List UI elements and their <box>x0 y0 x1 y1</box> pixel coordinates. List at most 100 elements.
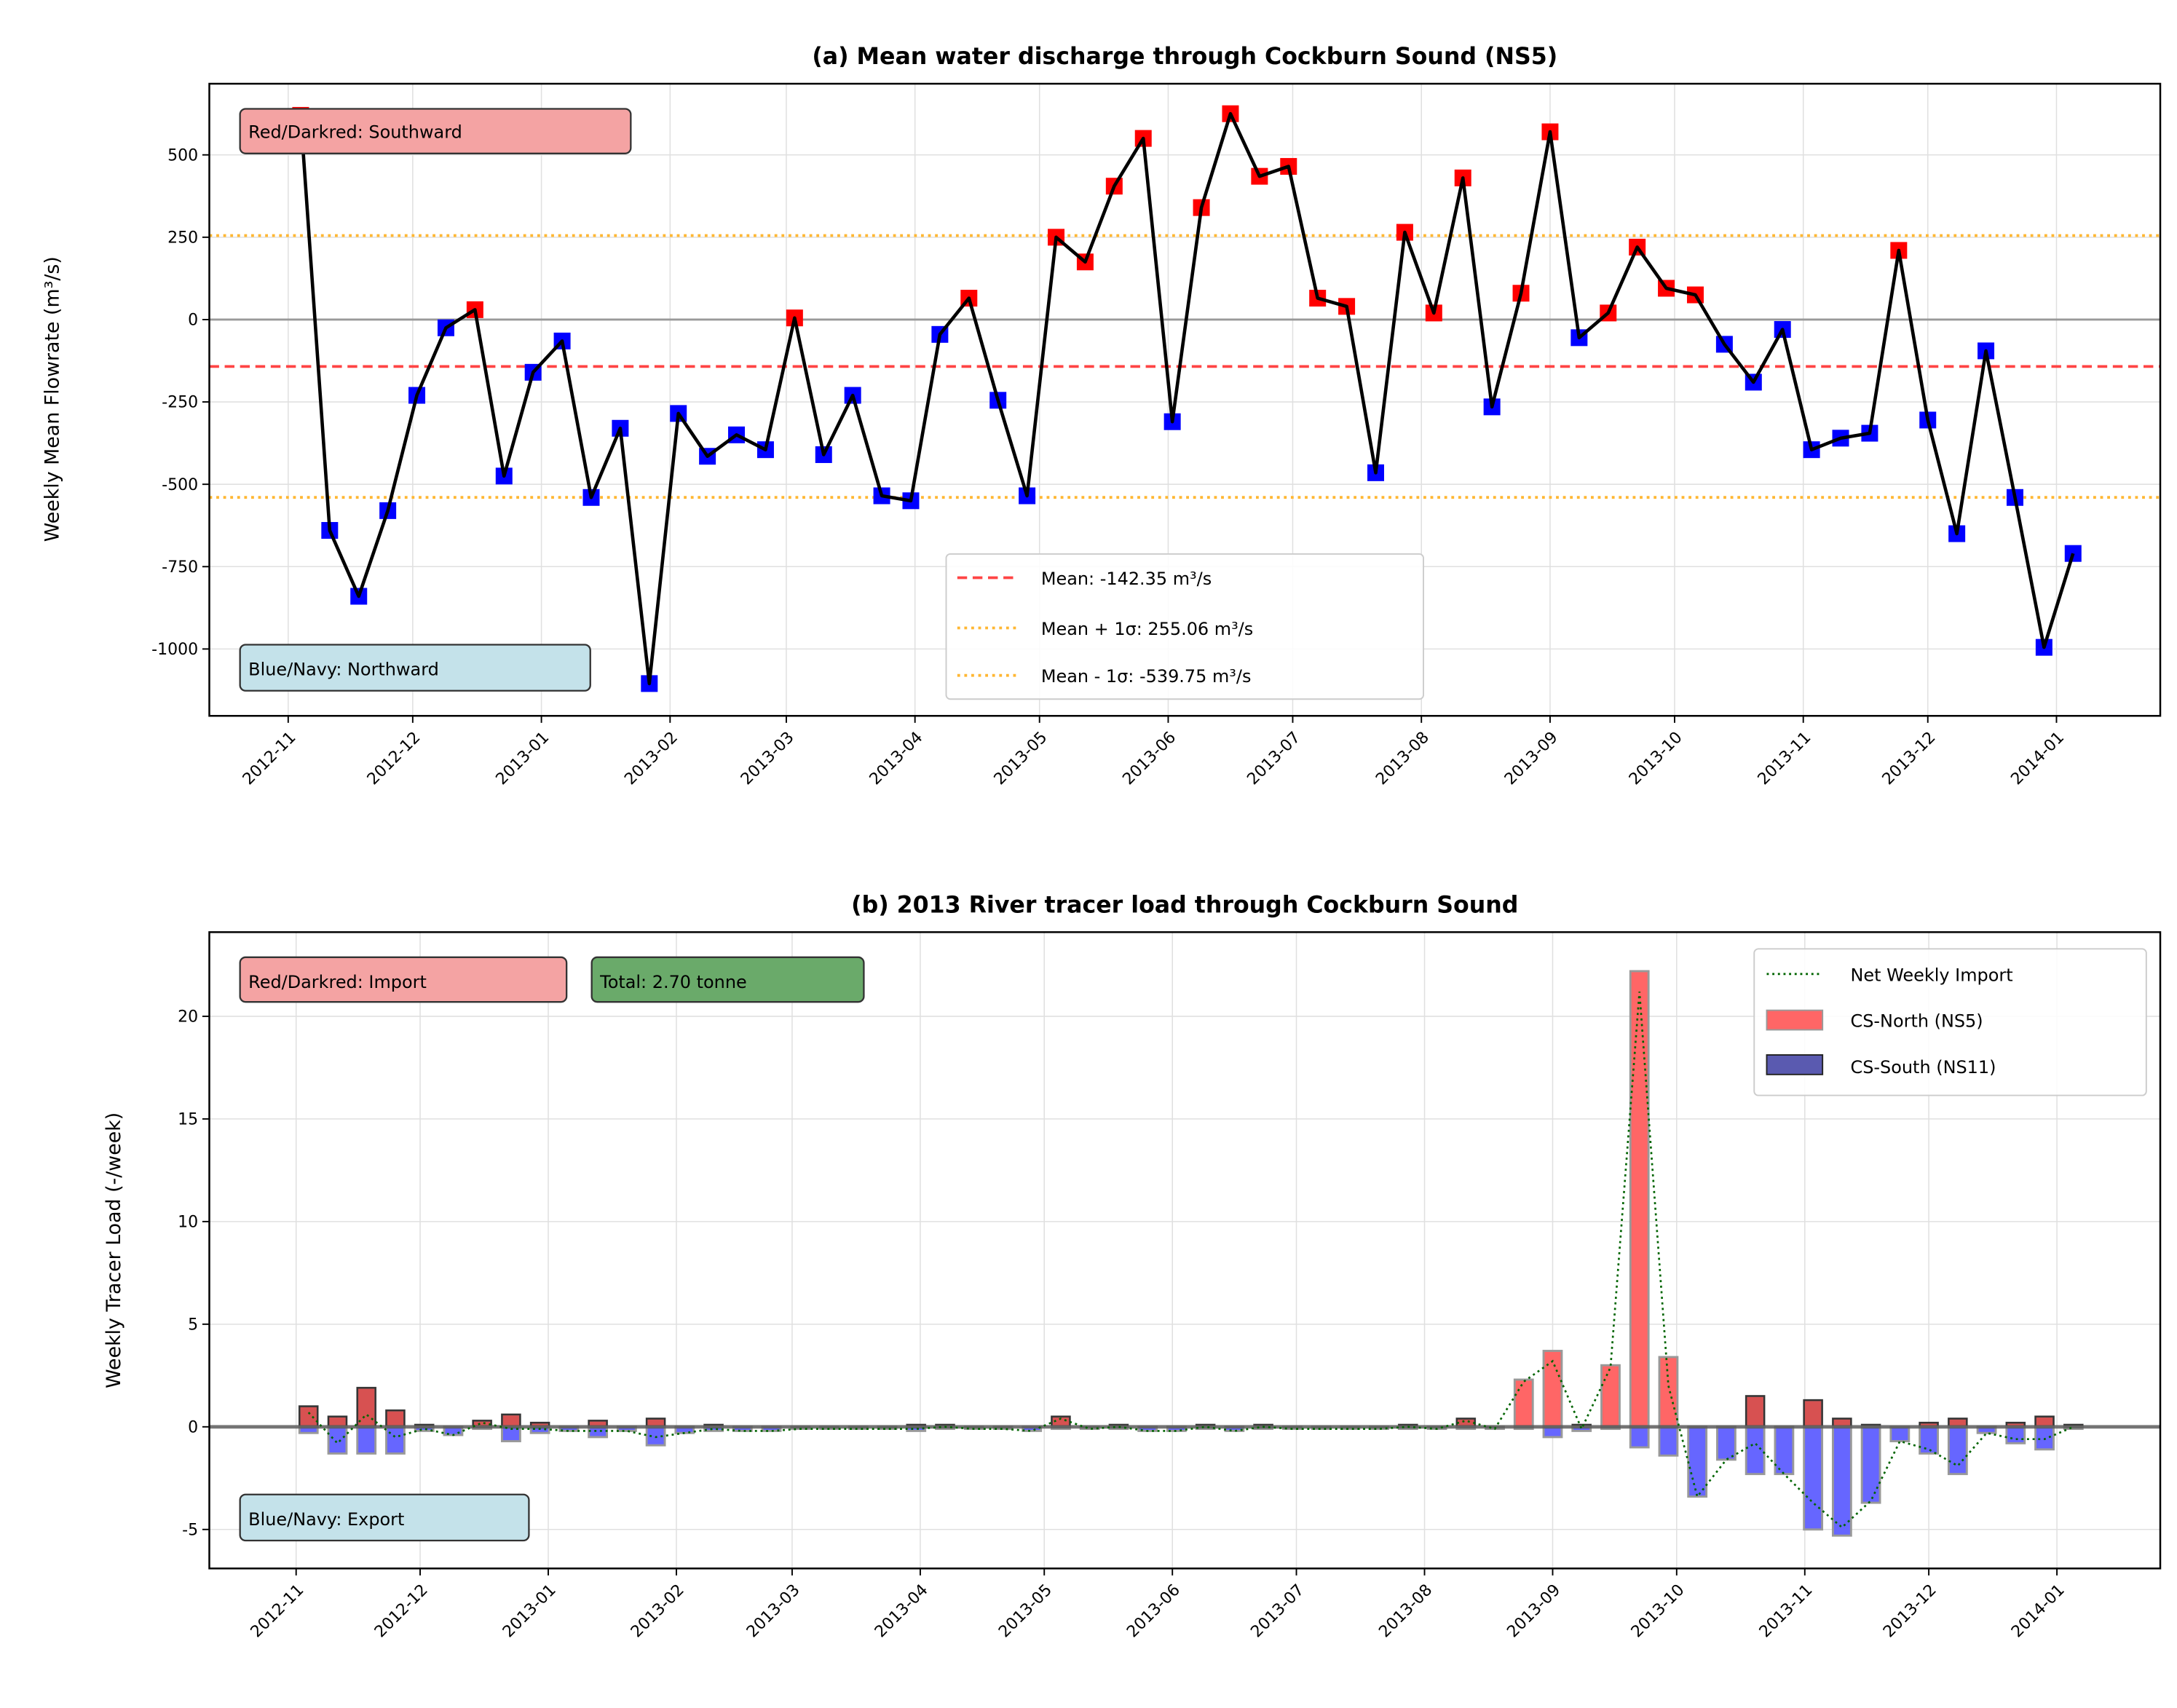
north-bar <box>1658 1356 1679 1428</box>
panel-a-ylabel: Weekly Mean Flowrate (m³/s) <box>42 256 64 542</box>
x-tick-label: 2013-05 <box>995 1581 1056 1642</box>
panel-b-title: (b) 2013 River tracer load through Cockb… <box>851 893 1518 919</box>
x-tick-label: 2013-04 <box>866 728 927 788</box>
y-tick-label: 0 <box>188 1418 198 1436</box>
x-tick-label: 2012-11 <box>240 728 300 788</box>
north-bar-dark <box>1745 1395 1766 1428</box>
y-tick-label: -5 <box>182 1521 198 1539</box>
x-tick-label: 2013-02 <box>621 728 681 788</box>
south-bar <box>2005 1426 2026 1444</box>
panel-a: (a) Mean water discharge through Cockbur… <box>42 44 2162 788</box>
x-tick-label: 2013-07 <box>1244 728 1304 788</box>
annotation-total: Total: 2.70 tonne <box>590 956 865 1003</box>
x-tick-label: 2013-08 <box>1372 728 1433 788</box>
x-tick-label: 2012-12 <box>371 1581 432 1642</box>
south-bar <box>1716 1426 1737 1461</box>
x-tick-label: 2013-07 <box>1247 1581 1308 1642</box>
y-tick-label: 500 <box>167 146 198 165</box>
north-bar <box>1600 1364 1621 1428</box>
x-tick-label: 2014-01 <box>2008 1581 2069 1642</box>
panel-b-legend: Net Weekly Import CS-North (NS5) CS-Sout… <box>1753 948 2147 1096</box>
south-bar <box>356 1426 377 1455</box>
south-bar <box>1831 1426 1852 1537</box>
legend-north-swatch <box>1766 1009 1824 1031</box>
y-tick-label: -1000 <box>151 641 198 659</box>
x-tick-label: 2013-10 <box>1626 728 1686 788</box>
x-tick-label: 2013-11 <box>1755 728 1815 788</box>
north-bar-dark <box>501 1413 521 1428</box>
south-bar <box>1919 1426 1939 1455</box>
y-tick-label: 250 <box>167 229 198 248</box>
south-bar <box>385 1426 406 1455</box>
x-tick-label: 2013-12 <box>1880 1581 1940 1642</box>
north-bar-dark <box>1803 1399 1823 1428</box>
x-tick-label: 2013-03 <box>738 728 798 788</box>
flowrate-line <box>299 111 2075 686</box>
y-tick-label: 15 <box>178 1111 198 1129</box>
y-tick-label: 0 <box>188 312 198 330</box>
legend-minus-sigma: Mean - 1σ: -539.75 m³/s <box>1041 666 1252 687</box>
x-tick-label: 2013-12 <box>1879 728 1940 788</box>
annotation-export: Blue/Navy: Export <box>239 1493 530 1542</box>
annotation-export-text: Blue/Navy: Export <box>248 1509 404 1530</box>
panel-a-frame <box>208 82 2162 717</box>
north-bar <box>1513 1378 1534 1428</box>
annotation-northward-text: Blue/Navy: Northward <box>248 660 439 680</box>
y-tick-label: 10 <box>178 1214 198 1232</box>
north-bar-dark <box>299 1405 319 1428</box>
south-bar <box>1860 1426 1881 1504</box>
north-bar-dark <box>385 1410 406 1428</box>
x-tick-label: 2013-01 <box>499 1581 560 1642</box>
x-tick-label: 2013-09 <box>1501 728 1562 788</box>
legend-south: CS-South (NS11) <box>1851 1057 1996 1078</box>
north-bar <box>1542 1350 1563 1428</box>
legend-south-swatch <box>1766 1054 1824 1075</box>
south-bar <box>1745 1426 1766 1476</box>
x-tick-label: 2013-04 <box>872 1581 932 1642</box>
south-bar <box>1803 1426 1824 1531</box>
annotation-northward: Blue/Navy: Northward <box>239 644 591 692</box>
x-tick-label: 2013-11 <box>1756 1581 1817 1642</box>
panel-b: (b) 2013 River tracer load through Cockb… <box>103 893 2162 1642</box>
x-tick-label: 2013-03 <box>743 1581 804 1642</box>
x-tick-label: 2013-02 <box>628 1581 688 1642</box>
south-bar <box>327 1426 348 1455</box>
south-bar <box>1947 1426 1968 1476</box>
south-bar <box>1658 1426 1679 1457</box>
annotation-import-text: Red/Darkred: Import <box>248 972 427 992</box>
data-point <box>2064 545 2082 562</box>
x-tick-label: 2013-10 <box>1628 1581 1688 1642</box>
legend-net: Net Weekly Import <box>1851 965 2013 985</box>
south-bar <box>1687 1426 1708 1498</box>
legend-plus-sigma: Mean + 1σ: 255.06 m³/s <box>1041 619 1253 639</box>
x-tick-label: 2013-01 <box>493 728 553 788</box>
south-bar <box>1889 1426 1911 1442</box>
panel-a-title: (a) Mean water discharge through Cockbur… <box>812 44 1557 70</box>
y-tick-label: -500 <box>162 476 198 494</box>
north-bar <box>1629 970 1650 1428</box>
annotation-southward-text: Red/Darkred: Southward <box>248 122 462 143</box>
annotation-import: Red/Darkred: Import <box>239 956 568 1003</box>
x-tick-label: 2012-11 <box>248 1581 308 1642</box>
y-tick-label: -250 <box>162 394 198 412</box>
annotation-southward: Red/Darkred: Southward <box>239 108 632 154</box>
south-bar <box>1629 1426 1650 1449</box>
south-bar <box>1774 1426 1795 1476</box>
panel-b-ylabel: Weekly Tracer Load (-/week) <box>103 1112 125 1388</box>
legend-north: CS-North (NS5) <box>1851 1011 1983 1032</box>
x-tick-label: 2012-12 <box>364 728 424 788</box>
y-tick-label: 20 <box>178 1008 198 1027</box>
x-tick-label: 2014-01 <box>2007 728 2068 788</box>
x-tick-label: 2013-05 <box>991 728 1051 788</box>
x-tick-label: 2013-06 <box>1119 728 1180 788</box>
x-tick-label: 2013-06 <box>1123 1581 1184 1642</box>
x-tick-label: 2013-08 <box>1375 1581 1436 1642</box>
annotation-total-text: Total: 2.70 tonne <box>599 972 747 992</box>
y-tick-label: 5 <box>188 1316 198 1334</box>
panel-a-legend: Mean: -142.35 m³/s Mean + 1σ: 255.06 m³/… <box>945 553 1424 700</box>
x-tick-label: 2013-09 <box>1504 1581 1564 1642</box>
y-tick-label: -750 <box>162 558 198 577</box>
net-import-line <box>307 991 2074 1529</box>
panel-b-frame <box>208 931 2162 1570</box>
